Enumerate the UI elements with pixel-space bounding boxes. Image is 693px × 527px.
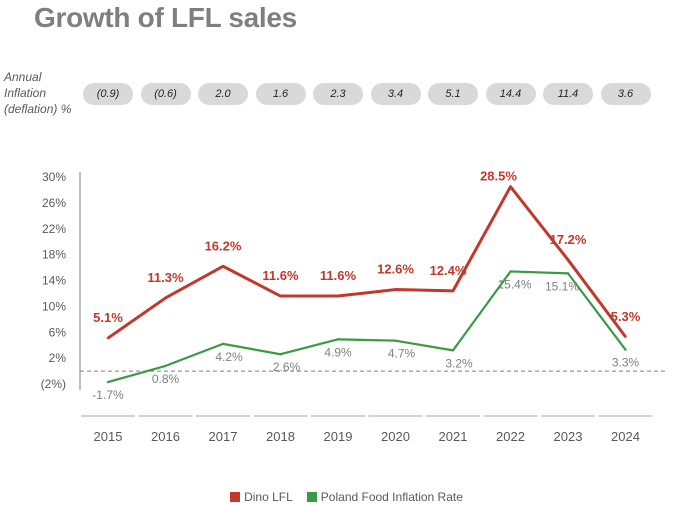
data-point-dino-lfl xyxy=(566,258,570,261)
data-point-food-inflation xyxy=(394,339,397,342)
data-label-dino-lfl: 5.1% xyxy=(93,310,123,325)
inflation-row-label: Annual Inflation (deflation) % xyxy=(4,69,84,117)
legend-swatch-dino xyxy=(230,492,241,502)
data-point-dino-lfl xyxy=(509,185,512,188)
series-line-dino-lfl xyxy=(107,185,627,340)
data-label-food-inflation: 4.7% xyxy=(388,347,416,361)
x-tick-label: 2019 xyxy=(324,429,353,444)
data-point-dino-lfl xyxy=(394,288,397,291)
legend-item-inflation: Poland Food Inflation Rate xyxy=(306,490,463,504)
inflation-pill: 2.0 xyxy=(198,83,248,105)
data-label-food-inflation: 3.2% xyxy=(445,356,473,370)
x-tick-label: 2024 xyxy=(611,429,640,444)
legend-swatch-inflation xyxy=(306,492,317,502)
data-label-food-inflation: 3.3% xyxy=(612,356,640,370)
x-tick-label: 2015 xyxy=(94,429,123,444)
x-tick-label: 2022 xyxy=(496,429,525,444)
data-point-food-inflation xyxy=(336,338,340,341)
inflation-pill: (0.6) xyxy=(140,83,191,105)
inflation-pill: (0.9) xyxy=(83,83,133,105)
data-point-food-inflation xyxy=(106,380,110,384)
data-point-food-inflation xyxy=(279,353,282,356)
y-tick-label: 30% xyxy=(42,170,66,184)
series-line-food-inflation xyxy=(107,270,627,384)
chart-title: Growth of LFL sales xyxy=(34,2,297,33)
data-point-dino-lfl xyxy=(221,265,225,268)
inflation-pill: 1.6 xyxy=(255,83,306,105)
data-point-dino-lfl xyxy=(451,289,455,293)
data-point-dino-lfl xyxy=(336,294,340,298)
inflation-pill: 5.1 xyxy=(428,83,478,105)
data-label-dino-lfl: 11.3% xyxy=(147,270,184,285)
inflation-label-line: (deflation) % xyxy=(4,102,72,116)
data-label-food-inflation: -1.7% xyxy=(92,388,124,402)
legend-item-dino: Dino LFL xyxy=(230,490,293,504)
inflation-label-line: Inflation xyxy=(4,86,47,100)
inflation-pill: 3.6 xyxy=(600,83,651,105)
legend-label-inflation: Poland Food Inflation Rate xyxy=(320,490,463,504)
x-tick-label: 2021 xyxy=(439,429,468,444)
x-tick-label: 2018 xyxy=(266,429,295,444)
data-point-food-inflation xyxy=(624,348,627,351)
data-point-dino-lfl xyxy=(279,294,282,298)
data-label-food-inflation: 2.6% xyxy=(273,360,301,374)
legend: Dino LFL Poland Food Inflation Rate xyxy=(0,490,693,504)
data-label-dino-lfl: 17.2% xyxy=(550,232,587,247)
inflation-label-line: Annual xyxy=(4,70,42,84)
data-point-dino-lfl xyxy=(106,336,110,340)
data-label-dino-lfl: 5.3% xyxy=(611,309,641,324)
y-tick-label: 18% xyxy=(42,248,66,262)
x-tick-label: 2016 xyxy=(151,429,180,444)
data-label-dino-lfl: 28.5% xyxy=(480,169,517,184)
data-point-food-inflation xyxy=(509,270,512,273)
y-tick-label: 2% xyxy=(49,351,67,365)
data-label-dino-lfl: 11.6% xyxy=(262,268,299,283)
data-point-food-inflation xyxy=(221,342,225,346)
data-point-food-inflation xyxy=(451,349,455,352)
data-point-food-inflation xyxy=(566,272,570,275)
line-chart: 30% 26% 22% 18% 14% 10% 6% 2% (2%) 2015 2016 2017 20… xyxy=(41,169,665,444)
y-tick-label: 6% xyxy=(49,325,67,339)
data-label-dino-lfl: 16.2% xyxy=(205,238,242,253)
x-tick-label: 2020 xyxy=(381,429,410,444)
data-point-food-inflation xyxy=(164,364,167,368)
y-tick-label: 22% xyxy=(42,222,66,236)
data-label-dino-lfl: 12.6% xyxy=(377,262,414,277)
data-label-food-inflation: 15.1% xyxy=(545,279,579,293)
y-tick-label: 14% xyxy=(42,274,66,288)
data-label-food-inflation: 0.8% xyxy=(152,372,180,386)
data-point-dino-lfl xyxy=(164,296,167,300)
inflation-pill: 11.4 xyxy=(543,83,593,105)
inflation-pill: 2.3 xyxy=(313,83,363,105)
inflation-pill: 3.4 xyxy=(370,83,421,105)
y-tick-label: 26% xyxy=(42,196,66,210)
legend-label-dino: Dino LFL xyxy=(244,490,293,504)
x-tick-label: 2023 xyxy=(554,429,583,444)
data-label-food-inflation: 15.4% xyxy=(497,277,531,291)
y-tick-label: (2%) xyxy=(41,377,66,391)
data-point-dino-lfl xyxy=(624,335,627,338)
data-label-food-inflation: 4.2% xyxy=(215,350,243,364)
data-label-dino-lfl: 11.6% xyxy=(320,268,357,283)
data-label-food-inflation: 4.9% xyxy=(324,345,352,359)
y-tick-label: 10% xyxy=(42,299,66,313)
x-tick-label: 2017 xyxy=(209,429,238,444)
inflation-pill: 14.4 xyxy=(485,83,536,105)
data-label-dino-lfl: 12.4% xyxy=(430,263,467,278)
